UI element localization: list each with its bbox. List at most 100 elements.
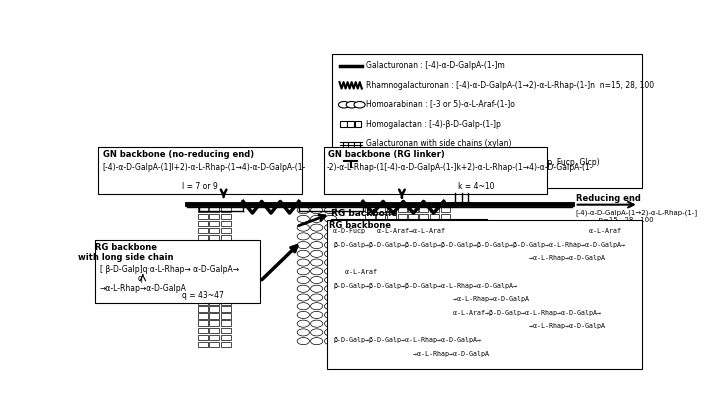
Text: →α-L-Rhap→α-D-GalpA: →α-L-Rhap→α-D-GalpA <box>334 323 605 329</box>
FancyBboxPatch shape <box>365 270 375 276</box>
Circle shape <box>324 250 336 257</box>
Text: →α-L-Rhap→α-D-GalpA: →α-L-Rhap→α-D-GalpA <box>100 284 187 293</box>
Text: β-D-Galp→β-D-Galp→α-L-Rhap→α-D-GalpA→: β-D-Galp→β-D-Galp→α-L-Rhap→α-D-GalpA→ <box>334 337 482 343</box>
Circle shape <box>311 268 323 275</box>
FancyBboxPatch shape <box>365 256 375 262</box>
FancyBboxPatch shape <box>99 147 302 194</box>
FancyBboxPatch shape <box>419 207 429 212</box>
FancyBboxPatch shape <box>198 242 208 248</box>
FancyBboxPatch shape <box>408 242 418 248</box>
Circle shape <box>311 303 323 310</box>
FancyBboxPatch shape <box>387 299 396 304</box>
Text: [-4)-α-D-GalpA-(1→2)-α-L-Rhap-(1-]
          n=15,  28,  100: [-4)-α-D-GalpA-(1→2)-α-L-Rhap-(1-] n=15,… <box>576 210 698 223</box>
FancyBboxPatch shape <box>221 235 231 241</box>
FancyBboxPatch shape <box>441 306 450 312</box>
FancyBboxPatch shape <box>429 278 439 283</box>
FancyBboxPatch shape <box>376 342 385 347</box>
FancyBboxPatch shape <box>209 256 219 262</box>
FancyBboxPatch shape <box>398 256 407 262</box>
FancyBboxPatch shape <box>429 235 439 241</box>
FancyBboxPatch shape <box>429 320 439 326</box>
FancyBboxPatch shape <box>376 263 385 269</box>
FancyBboxPatch shape <box>419 328 429 333</box>
FancyBboxPatch shape <box>441 313 450 319</box>
Text: β-D-Galp→β-D-Galp→β-D-Galp→β-D-Galp→β-D-Galp→β-D-Galp→α-L-Rhap→α-D-GalpA→: β-D-Galp→β-D-Galp→β-D-Galp→β-D-Galp→β-D-… <box>334 242 626 248</box>
Circle shape <box>354 102 365 108</box>
Text: GN backbone (RG linker): GN backbone (RG linker) <box>329 150 445 159</box>
FancyBboxPatch shape <box>419 235 429 241</box>
Circle shape <box>311 329 323 336</box>
FancyBboxPatch shape <box>408 235 418 241</box>
FancyBboxPatch shape <box>429 249 439 255</box>
Circle shape <box>311 250 323 257</box>
FancyBboxPatch shape <box>441 292 450 297</box>
FancyBboxPatch shape <box>408 313 418 319</box>
FancyBboxPatch shape <box>376 313 385 319</box>
FancyBboxPatch shape <box>326 220 641 369</box>
Circle shape <box>324 259 336 266</box>
FancyBboxPatch shape <box>398 313 407 319</box>
FancyBboxPatch shape <box>398 270 407 276</box>
Circle shape <box>297 224 309 231</box>
FancyBboxPatch shape <box>365 249 375 255</box>
Circle shape <box>311 241 323 249</box>
Text: -2)-α-L-Rhap-(1[-4)-α-D-GalpA-(1-]k+2)-α-L-Rhap-(1→4)-α-D-GalpA-(1-: -2)-α-L-Rhap-(1[-4)-α-D-GalpA-(1-]k+2)-α… <box>326 163 593 172</box>
Circle shape <box>297 215 309 223</box>
Circle shape <box>324 320 336 327</box>
FancyBboxPatch shape <box>209 278 219 283</box>
FancyBboxPatch shape <box>429 292 439 297</box>
FancyBboxPatch shape <box>198 221 208 226</box>
FancyBboxPatch shape <box>332 54 641 188</box>
FancyBboxPatch shape <box>398 235 407 241</box>
FancyBboxPatch shape <box>387 328 396 333</box>
FancyBboxPatch shape <box>198 328 208 333</box>
Circle shape <box>297 338 309 345</box>
FancyBboxPatch shape <box>429 228 439 234</box>
Text: α-L-Araf→β-D-Galp→α-L-Rhap→α-D-GalpA→: α-L-Araf→β-D-Galp→α-L-Rhap→α-D-GalpA→ <box>334 310 601 316</box>
FancyBboxPatch shape <box>221 207 231 212</box>
FancyBboxPatch shape <box>408 270 418 276</box>
Circle shape <box>324 329 336 336</box>
Text: RG backbone: RG backbone <box>95 244 157 252</box>
FancyBboxPatch shape <box>209 214 219 219</box>
Circle shape <box>324 294 336 301</box>
FancyBboxPatch shape <box>376 328 385 333</box>
Circle shape <box>311 294 323 301</box>
FancyBboxPatch shape <box>429 328 439 333</box>
FancyBboxPatch shape <box>324 147 547 194</box>
FancyBboxPatch shape <box>365 328 375 333</box>
FancyBboxPatch shape <box>387 292 396 297</box>
Circle shape <box>297 311 309 318</box>
FancyBboxPatch shape <box>376 242 385 248</box>
FancyBboxPatch shape <box>398 306 407 312</box>
FancyBboxPatch shape <box>441 256 450 262</box>
FancyBboxPatch shape <box>398 285 407 290</box>
Circle shape <box>324 215 336 223</box>
FancyBboxPatch shape <box>387 256 396 262</box>
FancyBboxPatch shape <box>354 121 361 127</box>
FancyBboxPatch shape <box>198 342 208 347</box>
FancyBboxPatch shape <box>429 214 439 219</box>
FancyBboxPatch shape <box>429 207 439 212</box>
Text: →α-L-Rhap→α-D-GalpA: →α-L-Rhap→α-D-GalpA <box>334 351 490 357</box>
FancyBboxPatch shape <box>198 270 208 276</box>
FancyBboxPatch shape <box>441 249 450 255</box>
FancyBboxPatch shape <box>387 306 396 312</box>
FancyBboxPatch shape <box>408 328 418 333</box>
FancyBboxPatch shape <box>408 306 418 312</box>
Text: Reducing end: Reducing end <box>576 194 641 203</box>
FancyBboxPatch shape <box>376 270 385 276</box>
Text: Rhamnogalacturonan : [-4)-α-D-GalpA-(1→2)-α-L-Rhap-(1-]n  n=15, 28, 100: Rhamnogalacturonan : [-4)-α-D-GalpA-(1→2… <box>366 81 654 90</box>
Text: [-4)-α-D-GalpA-(1]l+2)-α-L-Rhap-(1→4)-α-D-GalpA-(1-: [-4)-α-D-GalpA-(1]l+2)-α-L-Rhap-(1→4)-α-… <box>103 163 306 172</box>
FancyBboxPatch shape <box>419 292 429 297</box>
Circle shape <box>311 338 323 345</box>
Text: Galacturonan : [-4)-α-D-GalpA-(1-]m: Galacturonan : [-4)-α-D-GalpA-(1-]m <box>366 61 505 71</box>
Circle shape <box>324 224 336 231</box>
FancyBboxPatch shape <box>441 278 450 283</box>
FancyBboxPatch shape <box>429 335 439 340</box>
FancyBboxPatch shape <box>209 342 219 347</box>
Circle shape <box>297 207 309 214</box>
FancyBboxPatch shape <box>398 278 407 283</box>
Text: Homogalactan : [-4)-β-D-Galp-(1-]p: Homogalactan : [-4)-β-D-Galp-(1-]p <box>366 120 500 129</box>
Circle shape <box>324 338 336 345</box>
